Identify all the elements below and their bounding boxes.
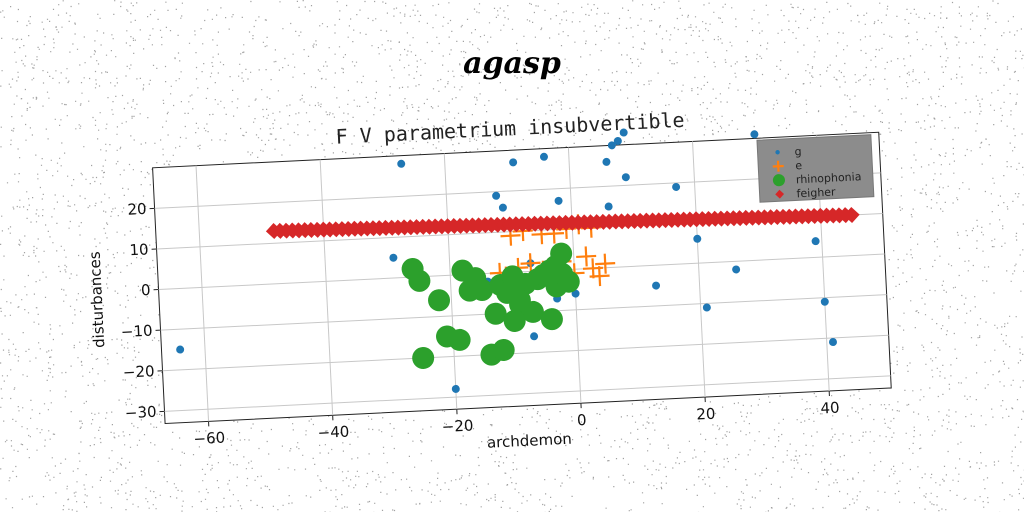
point-g xyxy=(775,150,780,155)
point-rhinophonia xyxy=(550,242,573,265)
chart-title: F V parametrium insubvertible xyxy=(335,108,685,149)
y-tick-label: −10 xyxy=(120,322,152,342)
point-feigher xyxy=(843,206,860,223)
point-rhinophonia xyxy=(540,308,563,331)
figure-suptitle: agasp xyxy=(463,46,561,81)
x-tick-label: −20 xyxy=(441,416,473,436)
point-g xyxy=(750,130,759,139)
point-g xyxy=(602,157,611,166)
legend-entry: rhinophonia xyxy=(772,170,862,187)
point-rhinophonia xyxy=(408,269,431,292)
point-e xyxy=(772,160,784,172)
point-g xyxy=(693,234,702,243)
legend-box xyxy=(756,134,875,203)
point-g xyxy=(498,203,507,212)
x-gridline xyxy=(692,141,706,398)
x-gridline xyxy=(443,153,458,410)
x-tick-label: −60 xyxy=(193,429,225,449)
point-g xyxy=(554,196,563,205)
legend-label: feigher xyxy=(796,185,836,200)
point-e xyxy=(576,246,597,267)
legend-entry: e xyxy=(772,159,803,172)
point-g xyxy=(619,128,628,137)
legend-label: rhinophonia xyxy=(796,170,862,186)
point-g xyxy=(492,191,501,200)
point-rhinophonia xyxy=(412,346,435,369)
point-rhinophonia xyxy=(503,309,526,332)
y-tick-label: −30 xyxy=(124,403,156,423)
point-g xyxy=(539,152,548,161)
point-e xyxy=(520,253,541,274)
legend-entry: g xyxy=(775,145,802,158)
x-gridline xyxy=(319,159,334,416)
point-g xyxy=(672,182,681,191)
point-rhinophonia xyxy=(471,279,494,302)
point-g xyxy=(451,384,460,393)
point-g xyxy=(604,202,613,211)
point-g xyxy=(176,345,185,354)
x-axis-label: archdemon xyxy=(487,430,573,452)
x-tick-label: −40 xyxy=(317,423,349,443)
x-tick-label: 0 xyxy=(577,411,587,429)
point-rhinophonia xyxy=(428,289,451,312)
point-g xyxy=(820,297,829,306)
point-g xyxy=(732,265,741,274)
point-feigher xyxy=(775,189,785,199)
point-g xyxy=(811,237,820,246)
x-axis-ticks: −60 −40 −20 0 20 40 xyxy=(193,390,840,449)
point-g xyxy=(621,173,630,182)
point-g xyxy=(607,141,616,150)
point-rhinophonia xyxy=(484,302,507,325)
point-rhinophonia xyxy=(508,289,531,312)
point-g xyxy=(397,159,406,168)
y-tick-label: 0 xyxy=(141,281,151,299)
y-tick-label: 10 xyxy=(129,240,149,259)
data-marks xyxy=(176,128,860,393)
point-g xyxy=(652,281,661,290)
point-g xyxy=(530,332,539,341)
point-rhinophonia xyxy=(772,174,785,187)
point-g xyxy=(509,158,518,167)
x-tick-label: 40 xyxy=(820,399,840,418)
legend-entry: feigher xyxy=(775,185,836,200)
point-rhinophonia xyxy=(538,259,561,282)
point-rhinophonia xyxy=(448,328,471,351)
y-axis-ticks: −30 −20 −10 0 10 20 xyxy=(120,200,165,423)
point-e xyxy=(595,253,616,274)
y-axis-label: disturbances xyxy=(86,251,109,349)
point-g xyxy=(702,303,711,312)
y-gridline xyxy=(164,375,891,412)
y-tick-label: 20 xyxy=(127,200,147,219)
point-e xyxy=(589,266,610,287)
point-g xyxy=(828,338,837,347)
point-g xyxy=(613,136,622,145)
legend-label: g xyxy=(794,145,802,158)
x-tick-label: 20 xyxy=(696,405,716,424)
point-rhinophonia xyxy=(492,338,515,361)
x-gridline xyxy=(195,165,210,422)
point-rhinophonia xyxy=(557,270,580,293)
legend-label: e xyxy=(795,159,803,172)
y-gridline xyxy=(162,334,889,372)
y-tick-label: −20 xyxy=(122,362,154,382)
point-g xyxy=(389,253,398,262)
